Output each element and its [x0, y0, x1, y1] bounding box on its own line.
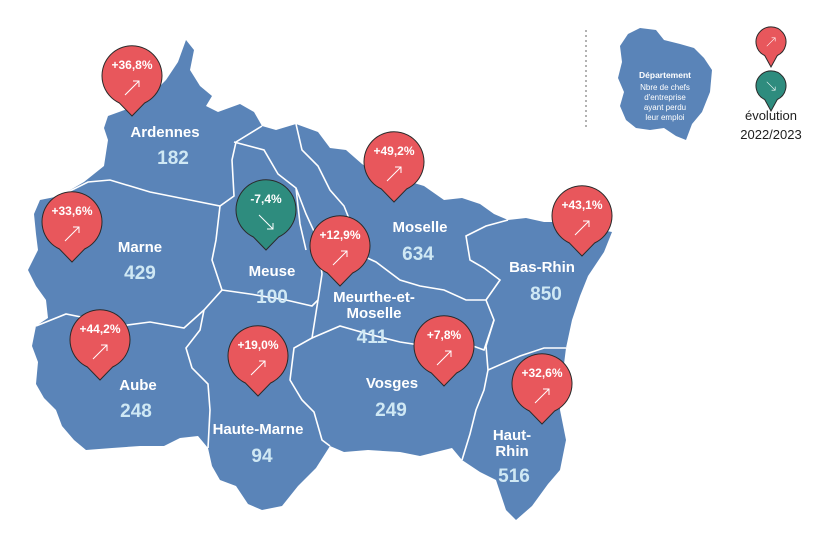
dept-name-meuse: Meuse — [249, 263, 296, 280]
dept-name-marne: Marne — [118, 239, 162, 256]
evolution-pin-meuse: -7,4% — [235, 179, 297, 251]
evolution-pin-ardennes: +36,8% — [101, 45, 163, 117]
evolution-pin-vosges: +7,8% — [413, 315, 475, 387]
arrow-up-right-icon — [436, 350, 452, 366]
evolution-value-vosges: +7,8% — [427, 328, 462, 342]
evolution-value-moselle: +49,2% — [373, 144, 414, 158]
legend-evolution-label: évolution — [745, 108, 797, 123]
legend-description-line: ayant perdu — [644, 103, 686, 112]
dept-value-meurthe-et-moselle: 411 — [357, 327, 388, 348]
arrow-up-right-icon — [386, 166, 402, 182]
dept-name-ardennes: Ardennes — [130, 124, 199, 141]
arrow-up-right-icon — [332, 250, 348, 266]
dept-value-ardennes: 182 — [157, 148, 189, 169]
arrow-down-right-icon — [766, 81, 776, 91]
evolution-pin-marne: +33,6% — [41, 191, 103, 263]
arrow-up-right-icon — [250, 360, 266, 376]
evolution-pin-bas-rhin: +43,1% — [551, 185, 613, 257]
dept-name-line-haut-rhin: Rhin — [495, 443, 528, 460]
evolution-pin-aube: +44,2% — [69, 309, 131, 381]
evolution-value-meurthe-et-moselle: +12,9% — [319, 228, 360, 242]
evolution-value-meuse: -7,4% — [250, 192, 282, 206]
legend-description-line: Nbre de chefs — [640, 83, 690, 92]
dept-value-moselle: 634 — [402, 244, 434, 265]
dept-value-aube: 248 — [120, 401, 152, 422]
dept-value-vosges: 249 — [375, 400, 407, 421]
evolution-value-aube: +44,2% — [79, 322, 120, 336]
arrow-up-right-icon — [92, 344, 108, 360]
dept-value-marne: 429 — [124, 263, 156, 284]
evolution-value-ardennes: +36,8% — [111, 58, 152, 72]
arrow-down-right-icon — [258, 214, 274, 230]
legend-period: 2022/2023 — [740, 127, 801, 142]
evolution-value-bas-rhin: +43,1% — [561, 198, 602, 212]
dept-name-bas-rhin: Bas-Rhin — [509, 259, 575, 276]
evolution-pin-moselle: +49,2% — [363, 131, 425, 203]
dept-value-haut-rhin: 516 — [498, 466, 530, 487]
evolution-value-haute-marne: +19,0% — [237, 338, 278, 352]
dept-name-line-meurthe-et-moselle: Meurthe-et- — [333, 289, 415, 306]
evolution-pin-meurthe-et-moselle: +12,9% — [309, 215, 371, 287]
evolution-value-marne: +33,6% — [51, 204, 92, 218]
legend-description-line: leur emploi — [645, 113, 684, 122]
evolution-pin-haut-rhin: +32,6% — [511, 353, 573, 425]
arrow-up-right-icon — [534, 388, 550, 404]
legend-increase-pin — [755, 26, 787, 69]
legend-dept-shape — [618, 28, 712, 140]
dept-name-line-haut-rhin: Haut- — [493, 427, 531, 444]
dept-name-line-meurthe-et-moselle: Moselle — [346, 305, 401, 322]
arrow-up-right-icon — [124, 80, 140, 96]
legend-title: Département — [639, 70, 691, 80]
dept-name-moselle: Moselle — [392, 219, 447, 236]
arrow-up-right-icon — [766, 37, 776, 47]
dept-value-bas-rhin: 850 — [530, 284, 562, 305]
legend-description-line: d'entreprise — [644, 93, 686, 102]
grand-est-region — [28, 40, 612, 520]
dept-value-haute-marne: 94 — [251, 446, 273, 467]
dept-name-aube: Aube — [119, 377, 157, 394]
arrow-up-right-icon — [574, 220, 590, 236]
arrow-up-right-icon — [64, 226, 80, 242]
evolution-pin-haute-marne: +19,0% — [227, 325, 289, 397]
dept-name-vosges: Vosges — [366, 375, 418, 392]
evolution-value-haut-rhin: +32,6% — [521, 366, 562, 380]
dept-value-meuse: 100 — [256, 287, 288, 308]
department-borders — [35, 123, 566, 461]
dept-name-haute-marne: Haute-Marne — [213, 421, 304, 438]
legend-decrease-pin — [755, 70, 787, 113]
